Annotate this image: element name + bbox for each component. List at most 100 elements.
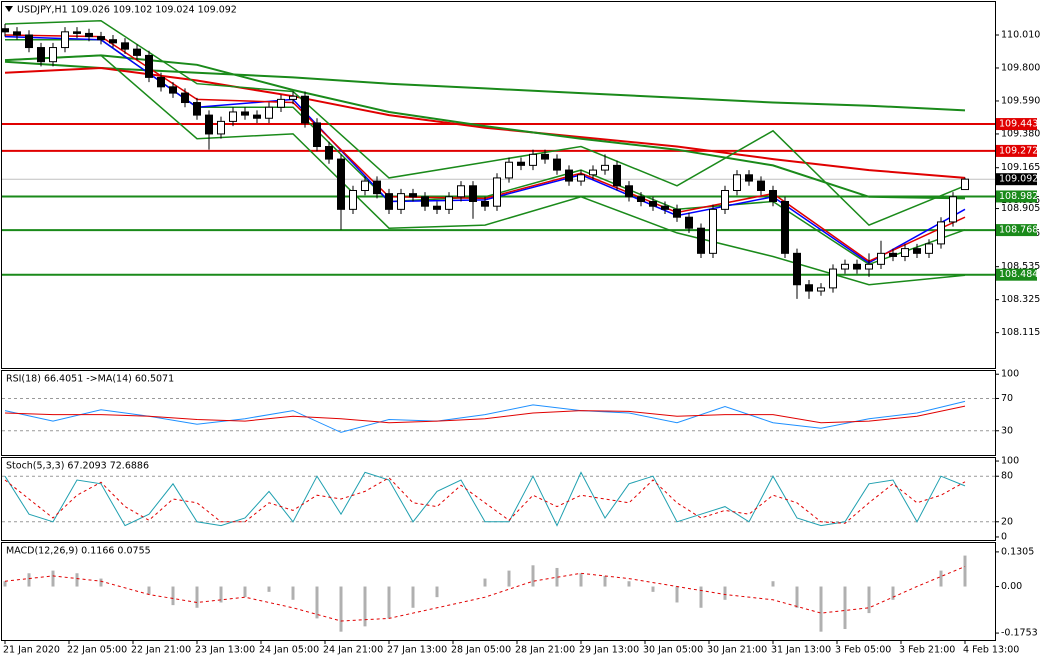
candle-body bbox=[13, 31, 21, 36]
candle-body bbox=[649, 200, 657, 207]
y-tick-label: 80 bbox=[1001, 471, 1013, 482]
histogram-bar bbox=[483, 578, 487, 587]
histogram-bar bbox=[267, 586, 271, 592]
candle-body bbox=[397, 193, 405, 210]
y-tick-label: 108.535 bbox=[1001, 261, 1040, 272]
candle-body bbox=[625, 185, 633, 198]
candle-body bbox=[865, 263, 873, 270]
candle-body bbox=[817, 287, 825, 292]
candle-body bbox=[637, 196, 645, 202]
candle-body bbox=[529, 153, 537, 166]
histogram-bar bbox=[531, 565, 535, 587]
indicator-line bbox=[4, 54, 966, 286]
y-tick-label: 109.165 bbox=[1001, 162, 1040, 173]
candle-body bbox=[277, 98, 285, 108]
x-tick-label: 21 Jan 2020 bbox=[3, 645, 60, 656]
candle-body bbox=[733, 174, 741, 191]
histogram-bar bbox=[699, 586, 703, 608]
histogram-bar bbox=[387, 586, 391, 619]
level-label: 108.768 bbox=[999, 225, 1038, 236]
candle-body bbox=[181, 92, 189, 104]
candle-body bbox=[961, 178, 969, 191]
y-tick-label: 0.1305 bbox=[1001, 546, 1034, 557]
y-tick-label: 20 bbox=[1001, 516, 1013, 527]
candle-body bbox=[457, 185, 465, 198]
histogram-bar bbox=[315, 586, 319, 619]
histogram-bar bbox=[147, 586, 151, 595]
panel-title: RSI(18) 66.4051 ->MA(14) 60.5071 bbox=[6, 374, 174, 385]
histogram-bar bbox=[51, 570, 55, 587]
x-tick-label: 4 Feb 13:00 bbox=[963, 645, 1019, 656]
y-tick-label: 100 bbox=[1001, 456, 1019, 467]
candle-body bbox=[313, 122, 321, 148]
candle-body bbox=[949, 196, 957, 223]
level-label: 108.484 bbox=[999, 269, 1038, 280]
histogram-bar bbox=[339, 586, 343, 632]
y-tick-label: 0.00 bbox=[1001, 581, 1022, 592]
x-tick-label: 22 Jan 21:00 bbox=[131, 645, 191, 656]
candle-body bbox=[97, 36, 105, 41]
candle-body bbox=[769, 189, 777, 202]
indicator-line bbox=[4, 477, 966, 524]
candle-body bbox=[301, 95, 309, 124]
candle-body bbox=[601, 164, 609, 171]
histogram-bar bbox=[627, 581, 631, 587]
level-label-bg bbox=[996, 224, 1037, 237]
candle-body bbox=[361, 180, 369, 191]
candle-body bbox=[205, 114, 213, 135]
level-label-bg bbox=[996, 268, 1037, 281]
histogram-bar bbox=[771, 581, 775, 587]
level-label: 109.272 bbox=[999, 145, 1038, 156]
y-tick-label: 108.905 bbox=[1001, 203, 1040, 214]
histogram-bar bbox=[195, 586, 199, 608]
candle-body bbox=[325, 146, 333, 160]
histogram-bar bbox=[723, 586, 727, 600]
symbol-icon bbox=[5, 6, 13, 12]
candle-body bbox=[253, 114, 261, 119]
level-label-bg bbox=[996, 118, 1037, 131]
y-tick-label: 109.800 bbox=[1001, 62, 1040, 73]
candle-body bbox=[85, 32, 93, 38]
candle-body bbox=[565, 169, 573, 182]
histogram-bar bbox=[171, 586, 175, 606]
candle-body bbox=[709, 208, 717, 254]
candle-body bbox=[289, 95, 297, 100]
candle-body bbox=[505, 161, 513, 179]
current-price-bg bbox=[996, 173, 1037, 186]
current-price-label: 109.092 bbox=[999, 174, 1038, 185]
candle-body bbox=[193, 102, 201, 116]
candle-body bbox=[577, 174, 585, 182]
histogram-bar bbox=[603, 575, 607, 587]
candle-body bbox=[385, 193, 393, 210]
candle-body bbox=[409, 193, 417, 198]
macd-frame bbox=[1, 542, 996, 641]
candle-body bbox=[661, 205, 669, 210]
x-tick-label: 31 Jan 13:00 bbox=[771, 645, 831, 656]
candle-body bbox=[265, 106, 273, 119]
x-tick-label: 27 Jan 13:00 bbox=[387, 645, 447, 656]
histogram-bar bbox=[651, 586, 655, 592]
x-tick-label: 3 Feb 05:00 bbox=[835, 645, 891, 656]
candle-body bbox=[553, 158, 561, 171]
candle-body bbox=[121, 42, 129, 50]
x-tick-label: 29 Jan 13:00 bbox=[579, 645, 639, 656]
histogram-bar bbox=[891, 586, 895, 600]
candle-body bbox=[721, 189, 729, 210]
indicator-line bbox=[4, 60, 966, 112]
indicator-line bbox=[4, 566, 966, 622]
candle-body bbox=[37, 47, 45, 63]
y-tick-label: 100 bbox=[1001, 369, 1019, 380]
x-tick-label: 3 Feb 21:00 bbox=[899, 645, 955, 656]
histogram-bar bbox=[27, 573, 31, 587]
level-label: 109.443 bbox=[999, 119, 1038, 130]
histogram-bar bbox=[435, 586, 439, 598]
histogram-bar bbox=[291, 586, 295, 600]
histogram-bar bbox=[555, 567, 559, 587]
candle-body bbox=[349, 189, 357, 210]
candle-body bbox=[73, 31, 81, 34]
candle-body bbox=[145, 54, 153, 78]
candle-body bbox=[229, 111, 237, 122]
panel-title: USDJPY,H1 109.026 109.102 109.024 109.09… bbox=[17, 5, 237, 16]
